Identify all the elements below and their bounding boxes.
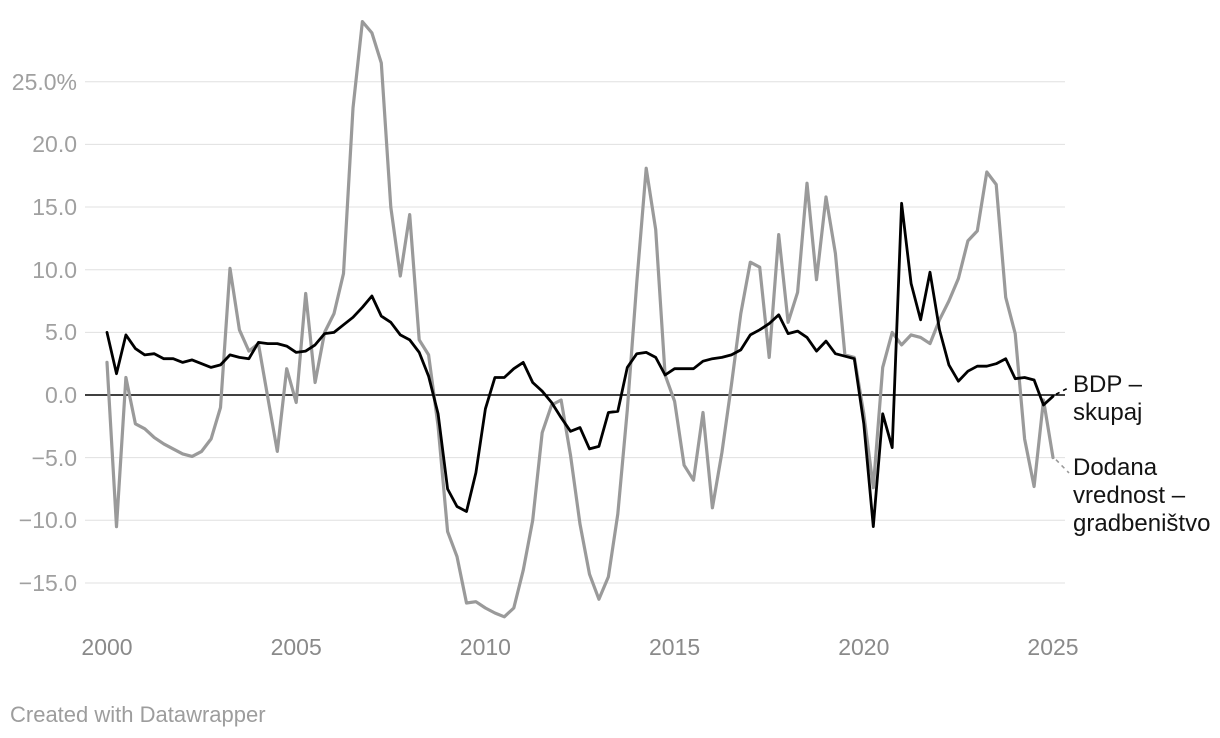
y-axis-tick-label: 0.0 — [45, 382, 77, 408]
legend-connector-gradbenistvo — [1055, 459, 1070, 474]
gdp-total-line — [105, 201, 1055, 528]
y-axis-tick-label: 20.0 — [32, 131, 77, 158]
y-axis-tick-label: −5.0 — [31, 444, 77, 471]
legend-label-bdp-skupaj: BDP – skupaj — [1073, 371, 1143, 426]
x-axis-tick-label: 2015 — [649, 634, 701, 660]
legend-connector-bdp — [1055, 386, 1071, 395]
y-axis-tick-label: −15.0 — [18, 569, 77, 596]
y-axis-tick-label: 10.0 — [32, 256, 77, 283]
x-axis-tick-label: 2025 — [1027, 634, 1079, 660]
x-axis-tick-label: 2000 — [81, 634, 133, 660]
y-axis-tick-label: 25.0% — [11, 68, 77, 95]
x-axis-tick-label: 2020 — [838, 634, 890, 660]
y-axis-tick-label: −10.0 — [18, 507, 77, 534]
construction-value-added-line — [105, 20, 1055, 619]
y-axis-tick-label: 15.0 — [32, 194, 77, 221]
legend-label-dodana-vrednost-gradbenistvo: Dodana vrednost – gradbeništvo — [1073, 454, 1211, 537]
datawrapper-credit-link[interactable]: Created with Datawrapper — [10, 702, 266, 727]
y-axis-tick-label: 5.0 — [45, 319, 77, 346]
x-axis-tick-label: 2005 — [270, 634, 322, 660]
x-axis-tick-label: 2010 — [459, 634, 511, 660]
